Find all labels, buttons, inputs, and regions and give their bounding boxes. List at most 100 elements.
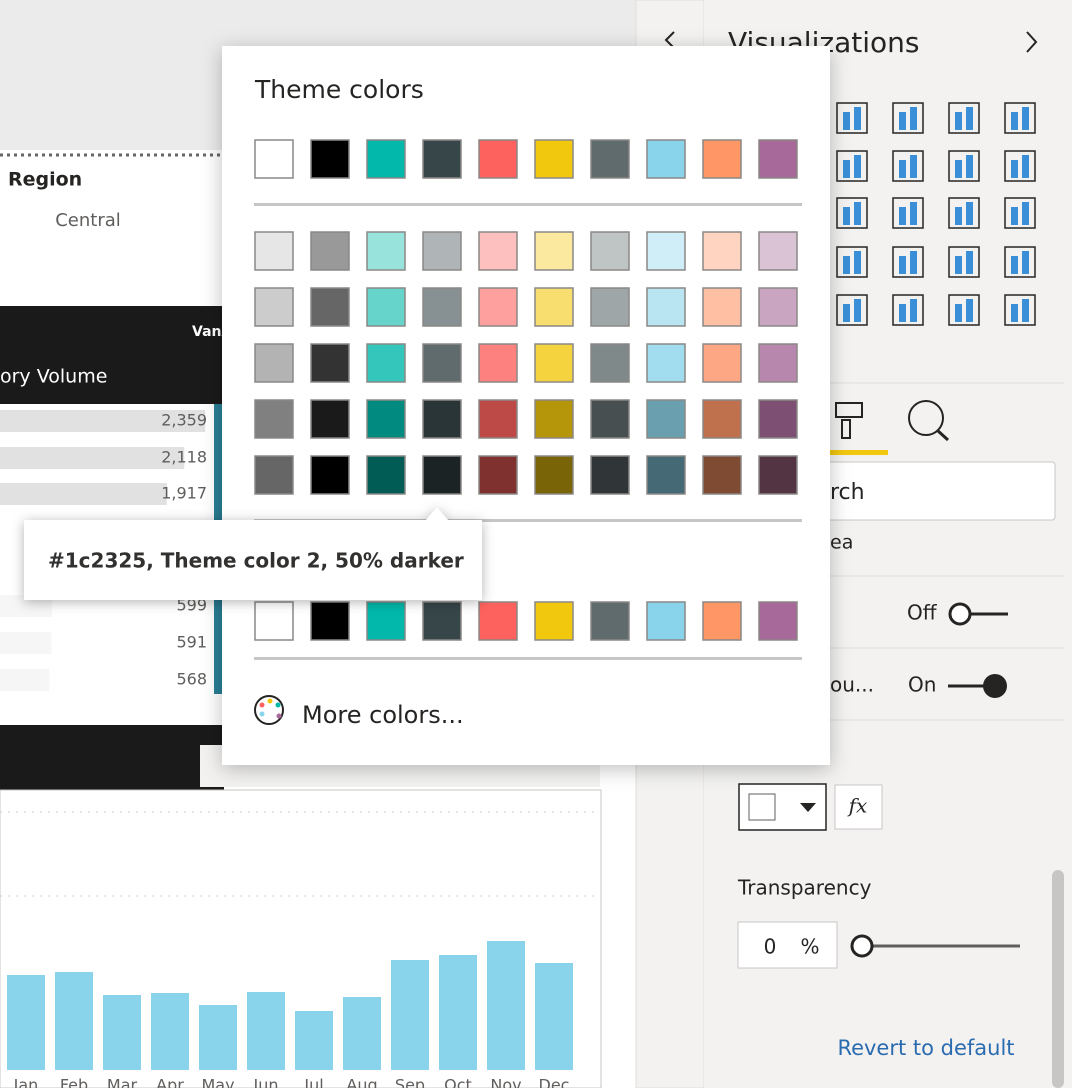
- color-swatch[interactable]: [646, 601, 686, 641]
- color-swatch[interactable]: [758, 139, 798, 179]
- color-swatch[interactable]: [478, 139, 518, 179]
- color-swatch[interactable]: [702, 343, 742, 383]
- color-swatch[interactable]: [702, 399, 742, 439]
- viz-icon[interactable]: [892, 102, 924, 134]
- viz-icon[interactable]: [948, 102, 980, 134]
- color-swatch[interactable]: [310, 601, 350, 641]
- color-swatch[interactable]: [534, 399, 574, 439]
- color-swatch[interactable]: [758, 231, 798, 271]
- color-swatch[interactable]: [254, 399, 294, 439]
- color-swatch[interactable]: [310, 399, 350, 439]
- viz-icon[interactable]: [1004, 150, 1036, 182]
- color-swatch[interactable]: [478, 343, 518, 383]
- color-swatch[interactable]: [534, 455, 574, 495]
- color-swatch[interactable]: [366, 601, 406, 641]
- viz-icon[interactable]: [948, 246, 980, 278]
- color-swatch[interactable]: [422, 287, 462, 327]
- color-swatch[interactable]: [590, 601, 630, 641]
- viz-icon[interactable]: [836, 102, 868, 134]
- viz-icon[interactable]: [892, 150, 924, 182]
- color-swatch[interactable]: [422, 399, 462, 439]
- color-swatch[interactable]: [478, 231, 518, 271]
- viz-icon[interactable]: [836, 150, 868, 182]
- revert-link[interactable]: Revert to default: [837, 1036, 1014, 1060]
- color-swatch[interactable]: [422, 601, 462, 641]
- color-swatch[interactable]: [254, 455, 294, 495]
- fx-button[interactable]: [834, 784, 883, 830]
- color-swatch[interactable]: [310, 343, 350, 383]
- toggle-knob[interactable]: [983, 674, 1007, 698]
- viz-icon[interactable]: [892, 294, 924, 326]
- color-swatch[interactable]: [758, 399, 798, 439]
- color-swatch[interactable]: [758, 343, 798, 383]
- color-swatch[interactable]: [310, 231, 350, 271]
- color-swatch[interactable]: [758, 601, 798, 641]
- color-swatch[interactable]: [254, 601, 294, 641]
- color-swatch[interactable]: [478, 287, 518, 327]
- color-swatch[interactable]: [590, 231, 630, 271]
- scrollbar[interactable]: [1052, 870, 1064, 1088]
- color-swatch[interactable]: [590, 343, 630, 383]
- color-swatch[interactable]: [366, 399, 406, 439]
- color-swatch[interactable]: [422, 139, 462, 179]
- viz-icon[interactable]: [836, 246, 868, 278]
- color-swatch[interactable]: [702, 231, 742, 271]
- color-swatch[interactable]: [310, 139, 350, 179]
- color-swatch[interactable]: [702, 287, 742, 327]
- more-colors[interactable]: More colors...: [302, 701, 464, 729]
- color-swatch[interactable]: [366, 455, 406, 495]
- color-swatch[interactable]: [646, 231, 686, 271]
- color-swatch[interactable]: [534, 287, 574, 327]
- color-swatch[interactable]: [646, 343, 686, 383]
- viz-icon[interactable]: [948, 294, 980, 326]
- viz-icon[interactable]: [892, 246, 924, 278]
- color-swatch[interactable]: [534, 601, 574, 641]
- color-swatch[interactable]: [254, 287, 294, 327]
- color-swatch[interactable]: [310, 455, 350, 495]
- color-swatch[interactable]: [422, 231, 462, 271]
- color-swatch[interactable]: [758, 455, 798, 495]
- expand-arrow[interactable]: [1026, 31, 1038, 53]
- color-swatch[interactable]: [422, 455, 462, 495]
- viz-icon[interactable]: [1004, 246, 1036, 278]
- color-swatch[interactable]: [254, 231, 294, 271]
- color-swatch[interactable]: [646, 139, 686, 179]
- viz-icon[interactable]: [948, 197, 980, 229]
- viz-icon[interactable]: [836, 294, 868, 326]
- slider-knob[interactable]: [850, 934, 874, 958]
- collapse-arrow[interactable]: [664, 31, 675, 49]
- color-swatch[interactable]: [702, 455, 742, 495]
- color-swatch[interactable]: [758, 287, 798, 327]
- color-swatch[interactable]: [590, 287, 630, 327]
- color-swatch[interactable]: [478, 399, 518, 439]
- color-swatch[interactable]: [646, 455, 686, 495]
- region-value[interactable]: Central: [55, 210, 121, 231]
- color-swatch[interactable]: [366, 287, 406, 327]
- analytics-tab[interactable]: [908, 400, 950, 442]
- viz-icon[interactable]: [1004, 102, 1036, 134]
- color-swatch[interactable]: [534, 139, 574, 179]
- color-swatch[interactable]: [702, 601, 742, 641]
- viz-icon[interactable]: [836, 197, 868, 229]
- viz-icon[interactable]: [1004, 197, 1036, 229]
- color-swatch[interactable]: [646, 399, 686, 439]
- color-swatch[interactable]: [254, 343, 294, 383]
- transparency-input[interactable]: [737, 921, 838, 969]
- color-swatch[interactable]: [310, 287, 350, 327]
- color-swatch[interactable]: [702, 139, 742, 179]
- viz-icon[interactable]: [948, 150, 980, 182]
- color-swatch[interactable]: [478, 601, 518, 641]
- format-tab[interactable]: [835, 402, 863, 439]
- color-swatch[interactable]: [590, 399, 630, 439]
- color-swatch[interactable]: [590, 455, 630, 495]
- viz-icon[interactable]: [1004, 294, 1036, 326]
- color-swatch[interactable]: [590, 139, 630, 179]
- color-swatch[interactable]: [366, 231, 406, 271]
- viz-icon[interactable]: [892, 197, 924, 229]
- color-swatch[interactable]: [366, 343, 406, 383]
- color-swatch[interactable]: [366, 139, 406, 179]
- color-swatch[interactable]: [422, 343, 462, 383]
- color-swatch[interactable]: [478, 455, 518, 495]
- color-swatch[interactable]: [534, 231, 574, 271]
- color-swatch[interactable]: [534, 343, 574, 383]
